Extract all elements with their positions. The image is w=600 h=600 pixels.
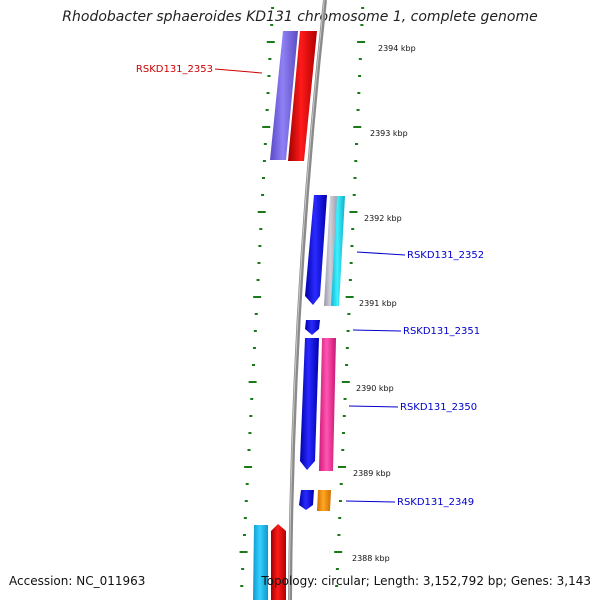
gene-feature-gray[interactable] bbox=[324, 196, 338, 306]
kbp-tick-label: 2389 kbp bbox=[353, 469, 391, 478]
leader-line-rsk2351 bbox=[352, 329, 402, 332]
kbp-tick-label: 2390 kbp bbox=[356, 384, 394, 393]
tick-ring bbox=[239, 7, 366, 587]
leader-line-rsk2353 bbox=[214, 68, 263, 74]
gene-feature-rsk2353[interactable] bbox=[288, 31, 317, 161]
gene-leader-lines bbox=[214, 68, 406, 503]
gene-feature-red-bottom[interactable] bbox=[271, 524, 286, 600]
gene-feature-rsk2352-blue[interactable] bbox=[305, 195, 327, 305]
gene-label-rsk2351[interactable]: RSKD131_2351 bbox=[403, 326, 480, 337]
kbp-tick-label: 2394 kbp bbox=[378, 44, 416, 53]
genome-backbone-highlight bbox=[288, 0, 325, 600]
kbp-tick-label: 2392 kbp bbox=[364, 214, 402, 223]
genome-backbone bbox=[288, 0, 327, 600]
gene-label-rsk2352[interactable]: RSKD131_2352 bbox=[407, 250, 484, 261]
map-title: Rhodobacter sphaeroides KD131 chromosome… bbox=[62, 9, 538, 25]
kbp-tick-labels: 2394 kbp 2393 kbp 2392 kbp 2391 kbp 2390… bbox=[352, 44, 416, 563]
gene-label-rsk2350[interactable]: RSKD131_2350 bbox=[400, 402, 477, 413]
topology-text: Topology: circular; Length: 3,152,792 bp… bbox=[261, 574, 591, 588]
accession-text: Accession: NC_011963 bbox=[9, 574, 146, 588]
gene-feature-rsk2350-blue[interactable] bbox=[300, 338, 319, 470]
gene-label-rsk2353[interactable]: RSKD131_2353 bbox=[136, 64, 213, 75]
gene-feature-cyan[interactable] bbox=[331, 196, 345, 306]
gene-feature-lightblue[interactable] bbox=[253, 525, 268, 600]
leader-line-rsk2349 bbox=[345, 500, 396, 503]
gene-feature-rsk2349-blue[interactable] bbox=[299, 490, 314, 510]
gene-label-rsk2349[interactable]: RSKD131_2349 bbox=[397, 497, 474, 508]
gene-feature-purple[interactable] bbox=[270, 31, 298, 160]
kbp-tick-label: 2393 kbp bbox=[370, 129, 408, 138]
leader-line-rsk2352 bbox=[356, 251, 406, 256]
gene-features bbox=[253, 31, 345, 600]
kbp-tick-label: 2388 kbp bbox=[352, 554, 390, 563]
leader-line-rsk2350 bbox=[348, 405, 399, 408]
gene-feature-rsk2351[interactable] bbox=[305, 320, 320, 335]
kbp-tick-label: 2391 kbp bbox=[359, 299, 397, 308]
gene-labels: RSKD131_2353 RSKD131_2352 RSKD131_2351 R… bbox=[136, 64, 484, 508]
gene-feature-pink[interactable] bbox=[319, 338, 336, 471]
gene-feature-orange[interactable] bbox=[317, 490, 331, 511]
